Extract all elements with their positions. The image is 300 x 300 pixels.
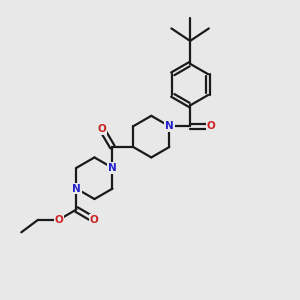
Text: N: N xyxy=(72,184,81,194)
Text: N: N xyxy=(108,163,117,173)
Text: N: N xyxy=(165,121,174,131)
Text: O: O xyxy=(207,121,215,131)
Text: N: N xyxy=(108,163,117,173)
Text: O: O xyxy=(98,124,106,134)
Text: N: N xyxy=(165,121,174,131)
Text: O: O xyxy=(90,215,98,225)
Text: O: O xyxy=(54,215,63,225)
